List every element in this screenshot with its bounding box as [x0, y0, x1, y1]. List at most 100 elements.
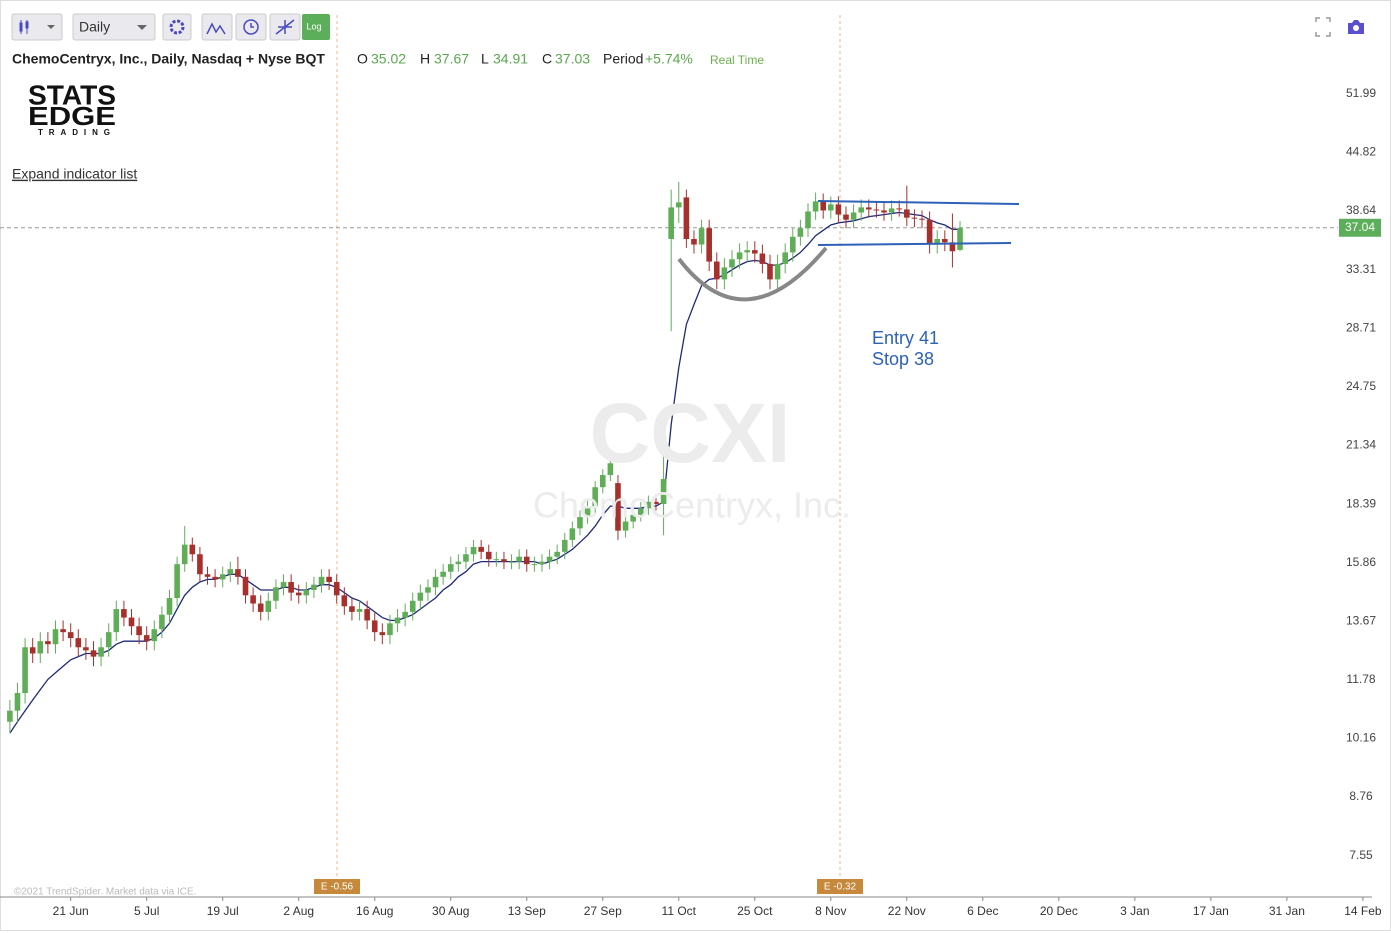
candle-body — [523, 556, 530, 565]
y-tick-label: 24.75 — [1346, 379, 1376, 393]
event-box — [314, 879, 360, 894]
x-tick-label: 27 Sep — [584, 904, 622, 918]
candle-body — [219, 574, 226, 580]
event-box — [817, 879, 863, 894]
candle-body — [394, 617, 401, 624]
y-tick-label: 51.99 — [1346, 86, 1376, 100]
candle-body — [280, 582, 287, 588]
drawings: Entry 41 Stop 38 — [677, 200, 1020, 369]
ohlc-value: H — [420, 51, 430, 67]
copyright: ©2021 TrendSpider. Market data via ICE. — [14, 887, 196, 898]
candle-body — [706, 228, 712, 262]
y-tick-label: 13.67 — [1346, 613, 1376, 627]
candle-body — [105, 632, 112, 648]
candle-body — [675, 202, 682, 208]
candle-body — [417, 592, 424, 601]
candle-body — [691, 239, 697, 245]
candle-body — [14, 693, 21, 711]
candle-body — [52, 629, 59, 645]
candle-body — [896, 208, 903, 210]
candle-body — [926, 219, 933, 245]
x-tick-label: 25 Oct — [737, 904, 773, 918]
candle-body — [432, 576, 439, 588]
candle-body — [409, 600, 416, 612]
candle-body — [235, 569, 241, 577]
candle-body — [516, 556, 522, 562]
chart-type-button[interactable] — [11, 13, 63, 41]
candle-body — [759, 253, 766, 264]
candle-body — [873, 209, 880, 211]
toolbar: Daily Log — [11, 13, 1364, 41]
candle-body — [326, 576, 332, 583]
candle-body — [843, 214, 849, 220]
y-tick-label: 28.71 — [1346, 321, 1376, 335]
x-tick-label: 13 Sep — [508, 904, 546, 918]
candle-body — [75, 638, 82, 648]
candle-body — [789, 236, 796, 253]
ohlc-value: 37.03 — [555, 51, 590, 67]
candle-body — [683, 197, 690, 240]
candle-body — [942, 239, 948, 243]
candle-body — [797, 228, 804, 237]
ohlc-value: 34.91 — [493, 51, 528, 67]
settings-button[interactable] — [162, 13, 192, 41]
candle-body — [371, 620, 378, 633]
candle-body — [835, 204, 842, 215]
ohlc-value: +5.74% — [645, 51, 693, 67]
candle-body — [257, 603, 264, 612]
candle-body — [356, 609, 363, 612]
interval-dropdown[interactable] — [72, 13, 156, 41]
y-tick-label: 18.39 — [1346, 496, 1376, 510]
expand-indicator-link[interactable]: Expand indicator list — [12, 166, 137, 182]
candle-body — [584, 506, 591, 518]
candles-icon — [19, 20, 29, 34]
candle-body — [303, 589, 310, 596]
x-tick-label: 31 Jan — [1269, 904, 1305, 918]
candle-body — [949, 242, 956, 252]
y-tick-label: 7.55 — [1349, 848, 1373, 862]
log-button[interactable] — [302, 14, 330, 40]
candle-body — [531, 564, 538, 566]
candle-body — [539, 561, 545, 565]
candle-body — [577, 517, 583, 529]
candle-body — [774, 263, 781, 280]
candle-body — [888, 208, 895, 213]
candle-body — [67, 632, 74, 639]
candle-body — [645, 501, 652, 509]
interval-label: Daily — [79, 19, 110, 35]
candle-body — [364, 609, 370, 621]
fullscreen-icon[interactable] — [1315, 17, 1331, 37]
candle-body — [349, 606, 355, 612]
feed-label: Real Time — [710, 53, 764, 67]
candle-body — [204, 574, 211, 577]
event-label: E -0.56 — [321, 882, 354, 893]
candle-body — [934, 239, 941, 245]
candle-body — [83, 647, 89, 651]
candle-body — [166, 598, 173, 615]
candle-body — [698, 228, 705, 245]
x-tick-label: 21 Jun — [53, 904, 89, 918]
candle-body — [592, 487, 598, 507]
candle-body — [98, 647, 104, 657]
candle-body — [402, 611, 408, 618]
candle-body — [197, 554, 203, 575]
indicator-button[interactable] — [201, 13, 233, 41]
ohlc-value: C — [542, 51, 552, 67]
candle-body — [569, 528, 576, 540]
y-tick-label: 44.82 — [1346, 145, 1376, 159]
candle-body — [858, 207, 865, 213]
candle-body — [45, 641, 51, 645]
event-label: E -0.32 — [824, 882, 857, 893]
y-tick-label: 21.34 — [1346, 438, 1376, 452]
ohlc-value: 35.02 — [371, 51, 406, 67]
candle-body — [911, 217, 918, 219]
candle-body — [729, 259, 735, 268]
x-tick-label: 22 Nov — [888, 904, 926, 918]
watermark-name: ChemoCentryx, Inc. — [533, 485, 851, 526]
candle-body — [736, 252, 743, 260]
x-tick-label: 8 Nov — [815, 904, 846, 918]
x-tick-label: 2 Aug — [283, 904, 314, 918]
candle-body — [866, 207, 872, 210]
cup-arc — [677, 246, 828, 302]
